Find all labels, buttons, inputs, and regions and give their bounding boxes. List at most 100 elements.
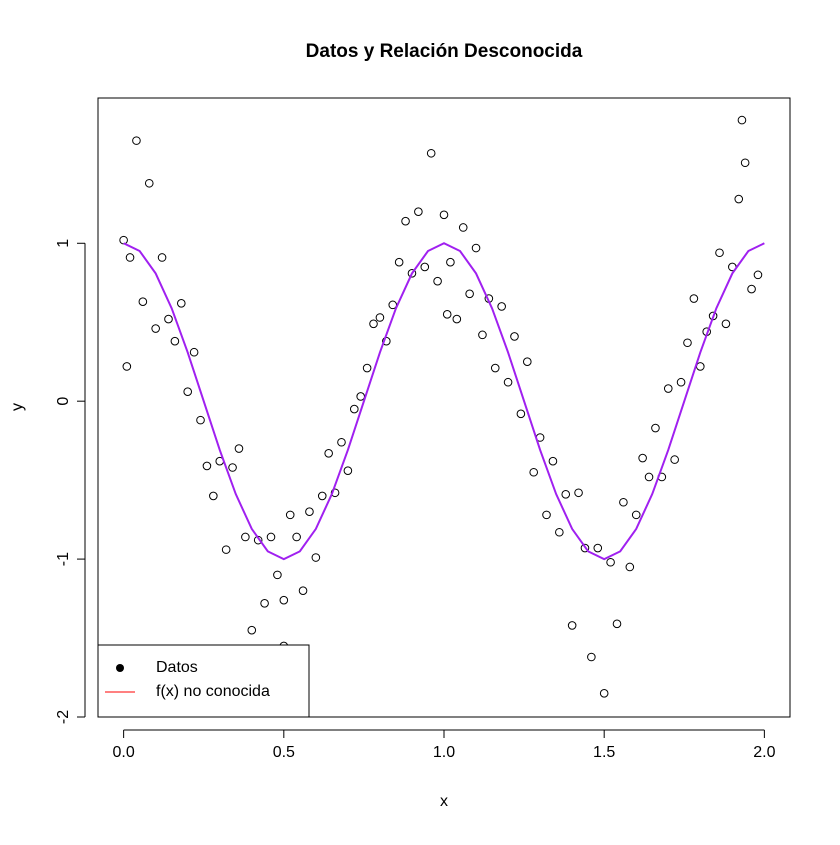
data-point bbox=[516, 409, 526, 419]
data-point bbox=[176, 298, 186, 308]
data-point bbox=[740, 158, 750, 168]
data-point bbox=[362, 363, 372, 373]
data-point bbox=[734, 194, 744, 204]
data-point bbox=[196, 415, 205, 425]
data-point bbox=[189, 347, 199, 357]
data-point bbox=[593, 543, 603, 553]
data-point bbox=[260, 599, 269, 608]
data-point bbox=[471, 243, 481, 253]
data-point bbox=[343, 466, 353, 475]
data-point bbox=[522, 357, 532, 367]
data-point bbox=[625, 562, 635, 572]
data-point bbox=[209, 491, 218, 501]
data-point bbox=[567, 621, 577, 630]
y-axis-label: y bbox=[9, 403, 26, 411]
data-point bbox=[561, 490, 571, 499]
data-point bbox=[689, 294, 699, 303]
data-point bbox=[202, 461, 212, 471]
data-point bbox=[170, 336, 180, 346]
curve bbox=[123, 242, 765, 561]
data-point bbox=[497, 302, 506, 311]
data-point bbox=[394, 257, 404, 267]
data-point bbox=[122, 362, 132, 371]
data-point bbox=[349, 404, 359, 414]
data-point bbox=[638, 453, 647, 463]
plot-frame bbox=[97, 97, 791, 718]
x-tick-label: 1.0 bbox=[433, 744, 455, 761]
data-point bbox=[644, 472, 654, 482]
data-point bbox=[401, 216, 410, 226]
data-point bbox=[414, 207, 423, 216]
data-point bbox=[612, 619, 622, 629]
data-point bbox=[452, 314, 462, 324]
data-point bbox=[426, 148, 436, 158]
data-point bbox=[478, 330, 487, 340]
data-point bbox=[273, 570, 282, 580]
data-point bbox=[144, 178, 154, 188]
data-point bbox=[305, 507, 314, 517]
data-point bbox=[285, 510, 295, 520]
data-point bbox=[337, 437, 346, 447]
data-point bbox=[574, 488, 583, 498]
data-point bbox=[164, 314, 173, 324]
data-point bbox=[298, 586, 308, 595]
x-tick-label: 0.5 bbox=[273, 744, 295, 761]
data-point bbox=[138, 297, 148, 307]
legend-label: Datos bbox=[156, 659, 198, 676]
data-point bbox=[311, 553, 321, 562]
data-point bbox=[439, 210, 449, 220]
data-point bbox=[151, 324, 160, 333]
data-point bbox=[407, 268, 417, 278]
data-point bbox=[580, 543, 590, 553]
data-point bbox=[234, 444, 244, 453]
data-point bbox=[715, 248, 724, 258]
data-point bbox=[510, 332, 519, 341]
legend-box bbox=[97, 644, 310, 718]
y-tick-label: -2 bbox=[55, 710, 72, 724]
data-point bbox=[676, 377, 686, 387]
data-point bbox=[555, 527, 564, 537]
data-point bbox=[157, 253, 167, 262]
chart-title: Datos y Relación Desconocida bbox=[306, 41, 583, 62]
data-point bbox=[721, 319, 731, 329]
data-point bbox=[433, 276, 442, 286]
data-point bbox=[132, 136, 141, 145]
data-point bbox=[241, 532, 250, 542]
data-point bbox=[606, 557, 615, 567]
data-point bbox=[737, 115, 747, 125]
data-point bbox=[683, 338, 692, 348]
data-point bbox=[324, 448, 333, 458]
data-point bbox=[548, 456, 558, 466]
data-point bbox=[529, 467, 539, 477]
data-point bbox=[503, 377, 513, 387]
data-point bbox=[465, 289, 474, 299]
data-point bbox=[587, 652, 596, 662]
data-point bbox=[670, 455, 679, 464]
data-point bbox=[375, 313, 385, 322]
data-point bbox=[266, 532, 276, 542]
x-tick-label: 2.0 bbox=[753, 744, 775, 761]
data-point bbox=[490, 363, 500, 373]
x-tick-label: 0.0 bbox=[113, 744, 135, 761]
data-point bbox=[317, 491, 327, 501]
data-point bbox=[542, 510, 551, 520]
data-point bbox=[183, 387, 193, 397]
data-point bbox=[247, 625, 257, 635]
data-point bbox=[228, 463, 237, 472]
legend-symbol bbox=[116, 664, 124, 672]
data-point bbox=[753, 270, 763, 280]
x-tick-label: 1.5 bbox=[593, 744, 615, 761]
y-tick-label: 1 bbox=[55, 239, 72, 248]
data-point bbox=[221, 545, 231, 554]
data-point bbox=[446, 257, 455, 267]
data-point bbox=[420, 262, 430, 272]
data-point bbox=[619, 497, 628, 507]
data-point bbox=[279, 595, 289, 605]
x-axis-label: x bbox=[440, 793, 448, 810]
data-point bbox=[442, 310, 452, 319]
y-tick-label: 0 bbox=[55, 397, 72, 406]
data-point bbox=[747, 284, 756, 294]
y-tick-label: -1 bbox=[55, 552, 72, 566]
